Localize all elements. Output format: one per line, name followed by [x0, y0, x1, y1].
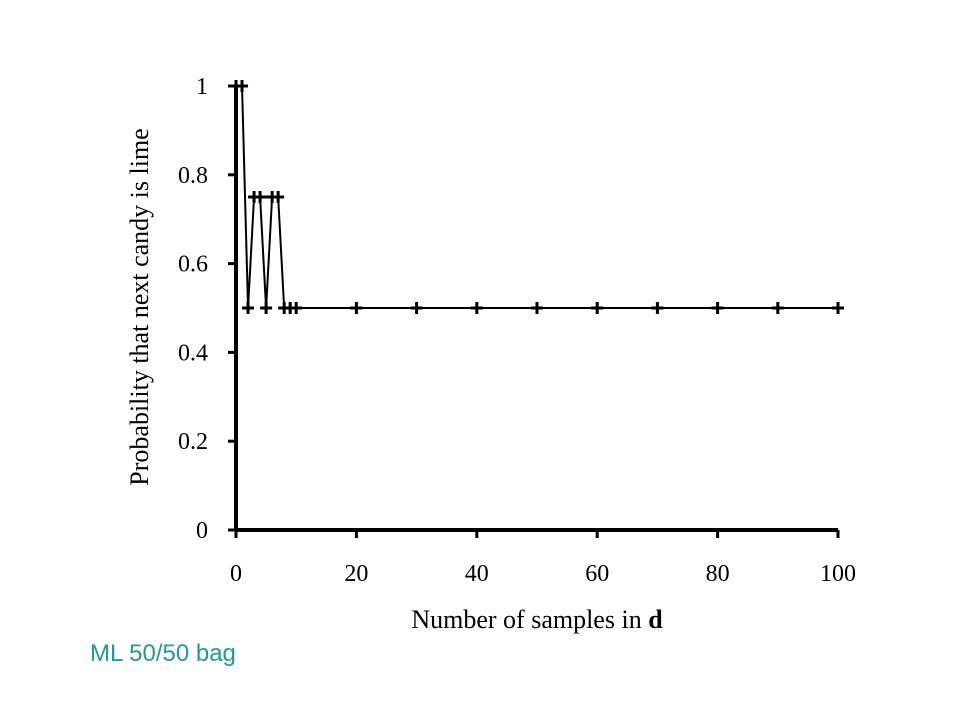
- axes: [234, 86, 838, 532]
- data-point-marker: [711, 302, 724, 314]
- data-point-marker: [591, 302, 604, 314]
- data-point-marker: [260, 302, 273, 314]
- x-tick-label: 40: [465, 561, 489, 587]
- y-tick-label: 0.4: [178, 340, 208, 366]
- data-point-marker: [531, 302, 543, 314]
- data-point-marker: [470, 302, 483, 314]
- x-axis-title-text: Number of samples in: [411, 605, 648, 634]
- x-tick-label: 0: [230, 561, 242, 587]
- data-point-marker: [272, 191, 285, 203]
- y-tick-label: 0: [196, 518, 208, 544]
- data-point-marker: [236, 80, 249, 92]
- data-point-marker: [771, 302, 784, 314]
- y-ticks: 0 0.2 0.4 0.6 0.8 1: [178, 74, 236, 544]
- y-tick-label: 0.8: [178, 163, 208, 189]
- chart-caption: ML 50/50 bag: [90, 640, 236, 667]
- data-point-marker: [254, 191, 267, 203]
- x-axis-title-bold: d: [648, 605, 663, 634]
- x-ticks: 0 20 40 60 80 100: [230, 530, 856, 587]
- y-axis-title: Probability that next candy is lime: [125, 128, 154, 485]
- data-point-marker: [410, 302, 423, 314]
- data-point-marker: [350, 302, 363, 314]
- x-tick-label: 100: [820, 561, 856, 587]
- series-line: [236, 85, 838, 309]
- y-tick-label: 0.6: [178, 252, 208, 278]
- data-point-marker: [832, 302, 844, 314]
- y-tick-label: 1: [196, 74, 208, 100]
- data-point-marker: [651, 302, 664, 314]
- data-point-marker: [290, 302, 303, 314]
- series-group: [230, 80, 844, 314]
- x-axis-title: Number of samples in d: [411, 605, 663, 634]
- x-tick-label: 20: [344, 561, 368, 587]
- data-point-marker: [242, 302, 255, 314]
- x-tick-label: 60: [585, 561, 609, 587]
- y-tick-label: 0.2: [178, 429, 208, 455]
- x-tick-label: 80: [706, 561, 730, 587]
